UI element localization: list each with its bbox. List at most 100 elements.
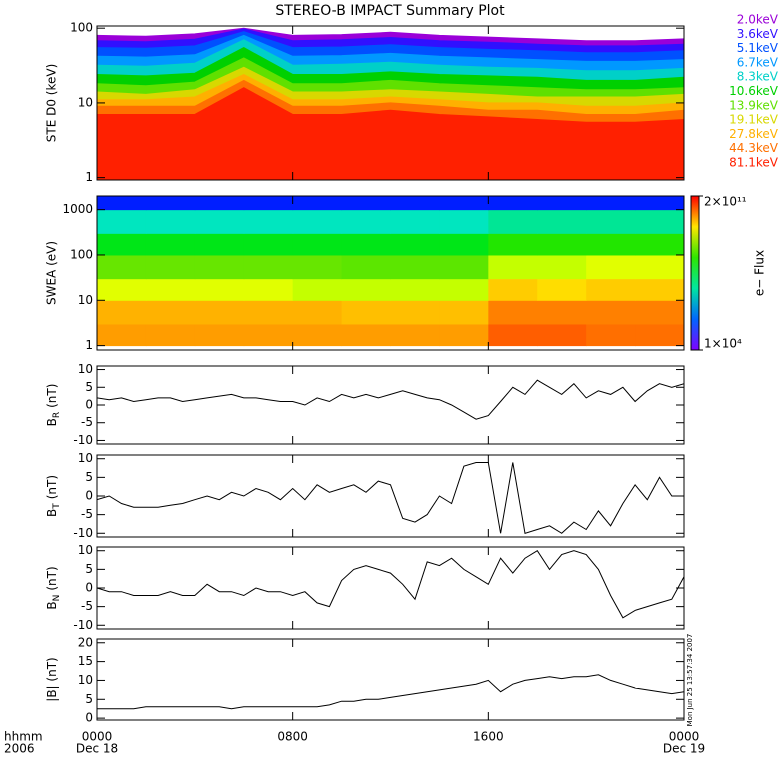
y-tick-label: 0: [85, 489, 93, 503]
heatmap-cell: [145, 300, 196, 325]
heatmap-cell: [586, 300, 636, 325]
legend-entry: 10.6keV: [729, 84, 779, 98]
y-tick-label: -5: [81, 599, 93, 613]
heatmap-cell: [243, 196, 294, 211]
heatmap-cell: [341, 278, 391, 301]
y-tick-label: -5: [81, 415, 93, 429]
heatmap-cell: [243, 300, 294, 325]
heatmap-cell: [439, 254, 489, 280]
panel-frame: [96, 454, 685, 538]
heatmap-cell: [341, 196, 391, 211]
heatmap-cell: [97, 233, 147, 256]
heatmap-cell: [488, 323, 538, 347]
heatmap-cell: [635, 323, 684, 347]
y-tick-label: 10: [78, 451, 93, 465]
heatmap-cell: [145, 209, 196, 234]
heatmap-cell: [390, 196, 440, 211]
heatmap-cell: [586, 209, 636, 234]
heatmap-cell: [292, 300, 343, 325]
heatmap-cell: [341, 254, 391, 280]
y-axis-label: BN (nT): [45, 566, 62, 609]
colorbar-label: e− Flux: [753, 250, 767, 296]
y-axis-label-main: B: [45, 601, 59, 609]
heatmap-cell: [586, 196, 636, 211]
y-axis-label-main: |B| (nT): [45, 657, 59, 701]
y-axis-label: SWEA (eV): [45, 241, 59, 305]
x-date-label: Dec 18: [76, 742, 118, 756]
heatmap-cell: [97, 209, 147, 234]
y-axis-label: |B| (nT): [45, 657, 59, 701]
y-tick-label: 15: [78, 654, 93, 668]
heatmap-cell: [341, 300, 391, 325]
chart-title: STEREO-B IMPACT Summary Plot: [275, 3, 505, 19]
y-tick-label: 1000: [62, 202, 93, 216]
y-tick-label: 5: [85, 562, 93, 576]
y-axis-label-sub: N: [52, 595, 62, 602]
timestamp: Mon Jun 25 13:57:34 2007: [686, 634, 694, 727]
y-tick-label: 10: [78, 543, 93, 557]
heatmap-cell: [97, 278, 147, 301]
heatmap-cell: [390, 254, 440, 280]
x-date-label: Dec 19: [663, 742, 705, 756]
y-tick-label: -10: [73, 433, 93, 447]
y-tick-label: 1: [85, 338, 93, 352]
heatmap-cell: [292, 323, 343, 347]
heatmap-cell: [292, 209, 343, 234]
panel-frame: [96, 195, 685, 351]
legend-entry: 5.1keV: [737, 41, 779, 55]
heatmap-cell: [488, 196, 538, 211]
legend-entry: 2.0keV: [737, 13, 779, 27]
series-line: [97, 674, 684, 710]
heatmap-cell: [145, 196, 196, 211]
heatmap-cell: [439, 209, 489, 234]
y-tick-label: 5: [85, 692, 93, 706]
heatmap-cell: [586, 254, 636, 280]
y-tick-label: 10: [78, 95, 93, 109]
colorbar-tick-label: 1×10⁴: [704, 337, 742, 351]
y-axis-label: BR (nT): [45, 384, 62, 427]
heatmap-cell: [194, 323, 245, 347]
series-line: [97, 379, 684, 420]
heatmap-cell: [97, 300, 147, 325]
heatmap-cell: [537, 254, 587, 280]
heatmap-cell: [390, 278, 440, 301]
legend-entry: 13.9keV: [729, 98, 779, 112]
heatmap-cell: [194, 300, 245, 325]
heatmap-cell: [537, 323, 587, 347]
heatmap-cell: [97, 254, 147, 280]
y-axis-label: STE D0 (keV): [45, 64, 59, 143]
legend-entry: 27.8keV: [729, 127, 779, 141]
heatmap-cell: [537, 300, 587, 325]
y-tick-label: 5: [85, 380, 93, 394]
heatmap-cell: [341, 323, 391, 347]
y-tick-label: -5: [81, 507, 93, 521]
legend-entry: 19.1keV: [729, 113, 779, 127]
y-tick-label: 100: [70, 247, 93, 261]
plot-area: [97, 674, 684, 710]
heatmap-cell: [586, 323, 636, 347]
heatmap-cell: [292, 254, 343, 280]
y-tick-label: 100: [70, 21, 93, 35]
heatmap-cell: [243, 254, 294, 280]
heatmap-cell: [488, 209, 538, 234]
legend-entry: 44.3keV: [729, 141, 779, 155]
heatmap-cell: [537, 209, 587, 234]
y-axis-label: BT (nT): [45, 475, 62, 517]
y-tick-label: 5: [85, 470, 93, 484]
legend-entry: 3.6keV: [737, 27, 779, 41]
heatmap-cell: [439, 323, 489, 347]
heatmap-cell: [488, 254, 538, 280]
heatmap-cell: [292, 196, 343, 211]
y-tick-label: -10: [73, 618, 93, 632]
heatmap-cell: [439, 196, 489, 211]
y-axis-label-main: B: [45, 509, 59, 517]
legend-entry: 81.1keV: [729, 156, 779, 170]
heatmap-cell: [243, 233, 294, 256]
heatmap-cell: [439, 233, 489, 256]
panel-frame: [96, 546, 685, 630]
heatmap-cell: [194, 254, 245, 280]
time-label: hhmm: [4, 730, 43, 744]
x-tick-label: 0800: [277, 730, 308, 744]
year-label: 2006: [4, 742, 35, 756]
